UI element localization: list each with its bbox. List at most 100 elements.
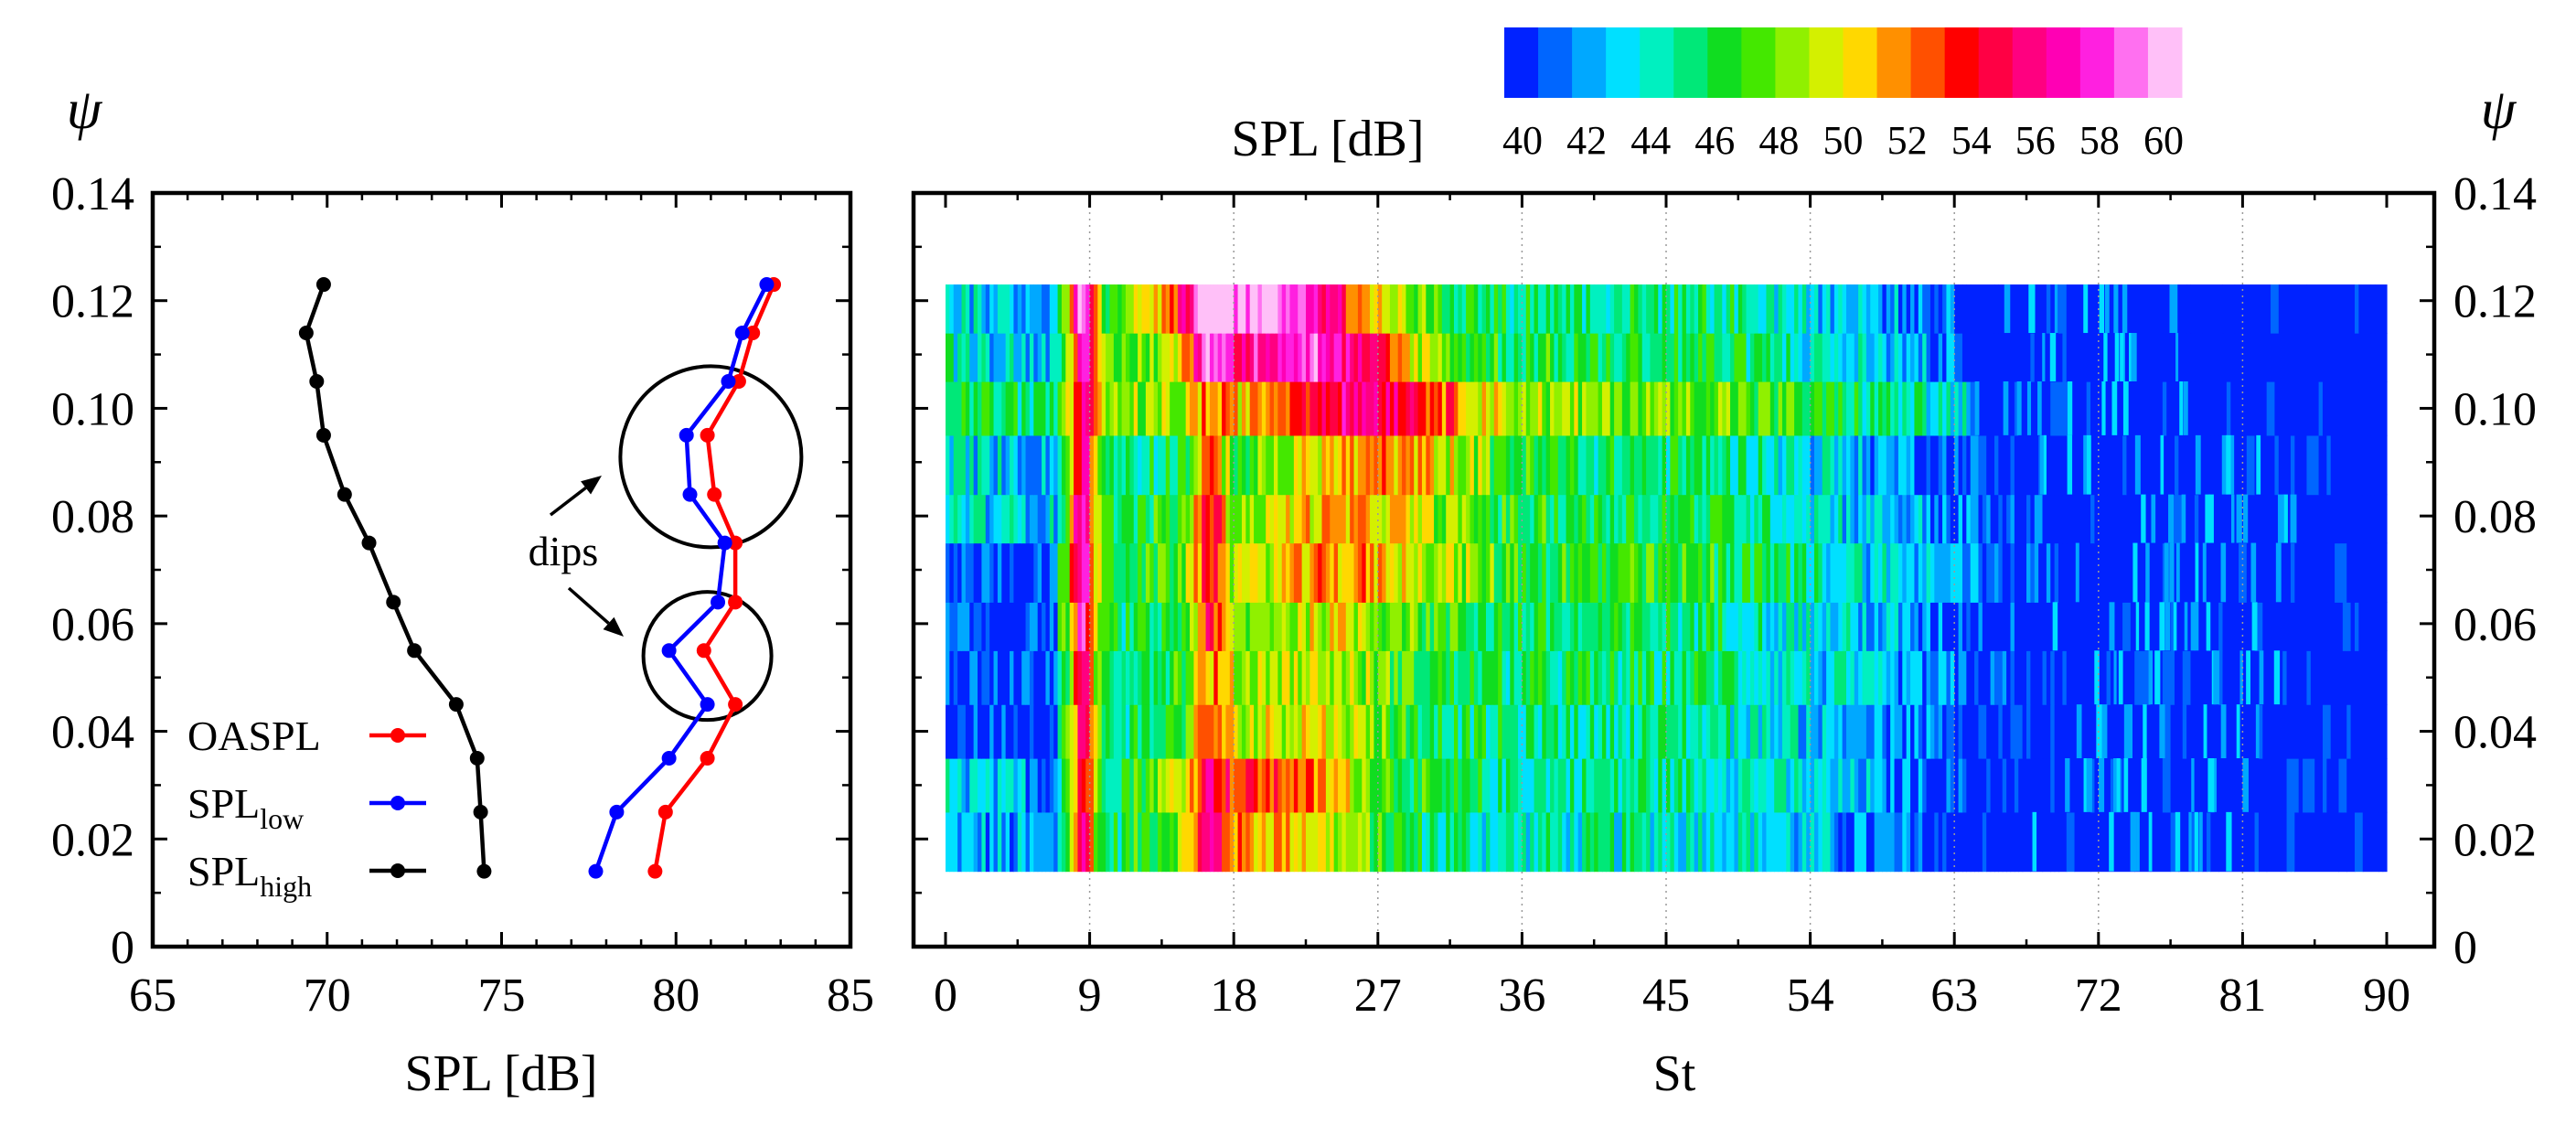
colorbar-swatch [1538,27,1573,98]
heatmap-cell [1365,650,1371,705]
heatmap-cell [1562,704,1567,759]
heatmap-cell [1049,434,1054,496]
heatmap-cell [1694,284,1699,334]
heatmap-cell [1641,494,1647,544]
heatmap-cell [1045,381,1051,436]
heatmap-cell [1481,811,1487,873]
heatmap-cell [1537,542,1543,603]
heatmap-cell [1890,811,1896,873]
heatmap-cell [997,284,1002,334]
heatmap-cell [1434,542,1439,603]
left-y-tick-label: 0.04 [51,707,134,759]
heatmap-cell [2002,434,2007,496]
heatmap-cell [1862,494,1867,544]
heatmap-cell [1350,284,1355,334]
heatmap-cell [1498,542,1503,603]
heatmap-cell [1641,381,1647,436]
heatmap-cell [1886,542,1891,603]
heatmap-cell [2070,758,2076,813]
heatmap-cell [1493,704,1499,759]
heatmap-cell [1746,602,1751,651]
heatmap-cell [1277,381,1283,436]
heatmap-cell [965,494,970,544]
heatmap-cell [1890,381,1896,436]
heatmap-cell [1557,704,1563,759]
heatmap-cell [2210,434,2216,496]
heatmap-cell [1577,381,1583,436]
heatmap-cell [1338,381,1342,436]
heatmap-cell [1165,284,1170,334]
heatmap-cell [1614,542,1619,603]
heatmap-cell [1710,704,1716,759]
heatmap-cell [1929,542,1935,603]
heatmap-cell [1850,650,1855,705]
heatmap-cell [1249,381,1255,436]
heatmap-cell [1606,333,1611,382]
heatmap-cell [1113,704,1118,759]
heatmap-cell [1281,333,1287,382]
heatmap-cell [1670,602,1675,651]
heatmap-cell [2262,704,2268,759]
heatmap-cell [1769,650,1775,705]
heatmap-cell [1222,542,1227,603]
heatmap-cell [1010,650,1015,705]
heatmap-cell [1133,494,1138,544]
heatmap-cell [1630,333,1635,382]
heatmap-cell [1141,602,1147,651]
heatmap-cell [1173,333,1179,382]
heatmap-cell [1922,650,1928,705]
heatmap-cell [1934,381,1940,436]
heatmap-cell [1894,704,1899,759]
heatmap-cell [1074,494,1079,544]
heatmap-cell [1321,811,1327,873]
heatmap-cell [1601,542,1607,603]
heatmap-cell [1470,333,1475,382]
heatmap-cell [1929,758,1935,813]
heatmap-cell [2018,434,2024,496]
series-point-spl-low [734,326,750,341]
heatmap-cell [1093,434,1098,496]
heatmap-cell [1081,602,1086,651]
legend-samples [369,728,426,878]
heatmap-cell [1241,434,1246,496]
heatmap-cell [1890,542,1896,603]
heatmap-cell [2290,811,2295,873]
heatmap-streak [2236,704,2240,758]
heatmap-cell [1153,284,1159,334]
heatmap-cell [1353,758,1359,813]
heatmap-cell [1193,381,1199,436]
heatmap-cell [1609,758,1615,813]
heatmap-cell [1309,333,1315,382]
heatmap-cell [1126,434,1130,496]
heatmap-cell [1097,434,1103,496]
heatmap-cell [1870,494,1876,544]
heatmap-cell [1950,542,1955,603]
heatmap-cell [1906,650,1911,705]
heatmap-cell [1594,758,1599,813]
heatmap-cell [1833,284,1839,334]
heatmap-cell [1510,650,1515,705]
heatmap-streak [2195,434,2201,495]
heatmap-cell [2018,333,2031,382]
heatmap-cell [1069,758,1074,813]
heatmap-cell [1798,542,1803,603]
heatmap-cell [1286,602,1291,651]
heatmap-cell [1117,650,1123,705]
right-y-axis-title: ψ [2481,79,2517,141]
heatmap-cell [1534,284,1539,334]
heatmap-cell [1734,650,1739,705]
heatmap-cell [1806,602,1812,651]
heatmap-cell [1653,494,1659,544]
heatmap-cell [1481,494,1487,544]
heatmap-cell [2242,704,2256,759]
heatmap-cell [1141,333,1147,382]
heatmap-cell [1682,811,1687,873]
heatmap-cell [1810,811,1815,873]
heatmap-cell [1005,811,1010,873]
heatmap-cell [1309,758,1315,813]
heatmap-cell [1730,704,1736,759]
right-x-tick-label: 90 [2363,970,2410,1022]
heatmap-cell [1673,811,1679,873]
heatmap-cell [1914,704,1919,759]
heatmap-cell [1185,284,1191,334]
